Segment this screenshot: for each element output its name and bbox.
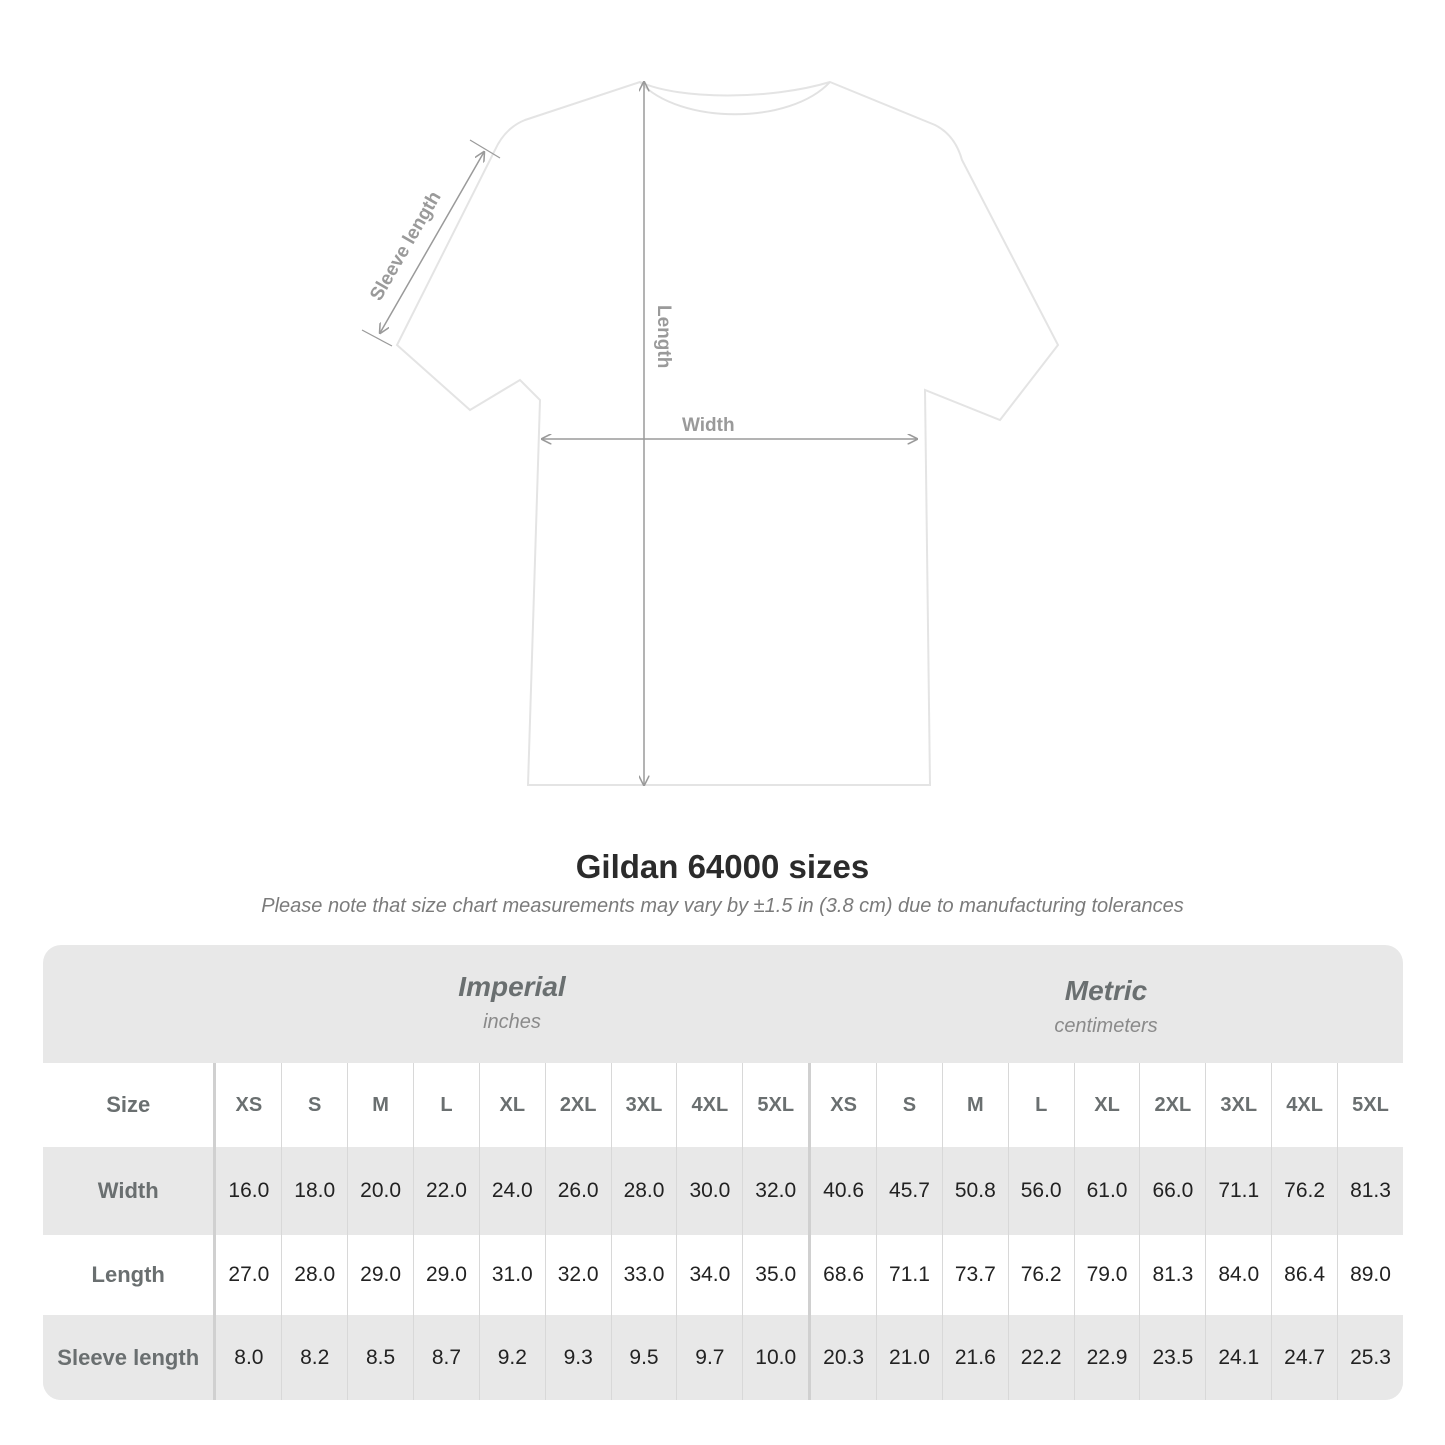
imperial-value-cell: 9.3 bbox=[544, 1315, 612, 1400]
metric-value-cell: 22.2 bbox=[1007, 1315, 1075, 1400]
metric-value-cell: 76.2 bbox=[1271, 1147, 1338, 1235]
imperial-size-4xl: 4XL bbox=[676, 1063, 743, 1147]
length-label: Length bbox=[653, 305, 674, 368]
imperial-value-cell: 20.0 bbox=[347, 1147, 414, 1235]
imperial-value-cell: 9.2 bbox=[478, 1315, 546, 1400]
imperial-value-cell: 8.5 bbox=[347, 1315, 414, 1400]
metric-value-cell: 21.0 bbox=[876, 1315, 943, 1400]
metric-value-cell: 76.2 bbox=[1007, 1235, 1075, 1315]
metric-value-cell: 86.4 bbox=[1271, 1235, 1338, 1315]
imperial-size-2xl: 2XL bbox=[544, 1063, 612, 1147]
row-label: Length bbox=[43, 1235, 217, 1315]
metric-size-l: L bbox=[1007, 1063, 1075, 1147]
imperial-value-cell: 9.7 bbox=[676, 1315, 743, 1400]
tshirt-image bbox=[395, 80, 1060, 786]
row-label: Sleeve length bbox=[43, 1315, 217, 1400]
metric-size-xs: XS bbox=[808, 1063, 877, 1147]
size-grid: Size XS S M L XL 2XL 3XL 4XL 5XL XS S M L XL 2XL 3XL 4XL 5… bbox=[43, 1063, 1403, 1400]
metric-header: Metric centimeters bbox=[809, 945, 1403, 1063]
metric-title: Metric bbox=[1064, 975, 1148, 1006]
metric-value-cell: 81.3 bbox=[1337, 1147, 1403, 1235]
metric-size-3xl: 3XL bbox=[1205, 1063, 1272, 1147]
metric-value-cell: 45.7 bbox=[876, 1147, 943, 1235]
imperial-value-cell: 10.0 bbox=[742, 1315, 810, 1400]
tshirt-diagram: Sleeve length Length Width bbox=[361, 80, 1060, 820]
imperial-value-cell: 8.0 bbox=[214, 1315, 282, 1400]
metric-value-cell: 40.6 bbox=[808, 1147, 877, 1235]
metric-size-5xl: 5XL bbox=[1337, 1063, 1403, 1147]
metric-value-cell: 73.7 bbox=[941, 1235, 1009, 1315]
metric-size-s: S bbox=[876, 1063, 943, 1147]
metric-value-cell: 25.3 bbox=[1337, 1315, 1403, 1400]
metric-size-xl: XL bbox=[1073, 1063, 1140, 1147]
metric-value-cell: 20.3 bbox=[808, 1315, 877, 1400]
metric-size-2xl: 2XL bbox=[1139, 1063, 1206, 1147]
imperial-unit: inches bbox=[483, 1011, 541, 1033]
tolerance-note: Please note that size chart measurements… bbox=[261, 895, 1184, 917]
imperial-value-cell: 35.0 bbox=[742, 1235, 810, 1315]
imperial-value-cell: 28.0 bbox=[281, 1235, 348, 1315]
sleeve-measure-line bbox=[380, 152, 484, 333]
metric-value-cell: 71.1 bbox=[876, 1235, 943, 1315]
imperial-value-cell: 29.0 bbox=[347, 1235, 414, 1315]
imperial-value-cell: 8.2 bbox=[281, 1315, 348, 1400]
metric-value-cell: 22.9 bbox=[1073, 1315, 1140, 1400]
size-table: Imperial inches Metric centimeters Size X… bbox=[43, 945, 1403, 1400]
imperial-value-cell: 31.0 bbox=[478, 1235, 546, 1315]
imperial-value-cell: 27.0 bbox=[214, 1235, 282, 1315]
imperial-size-m: M bbox=[347, 1063, 414, 1147]
metric-value-cell: 68.6 bbox=[808, 1235, 877, 1315]
imperial-size-3xl: 3XL bbox=[610, 1063, 677, 1147]
table-row: Sleeve length 8.0 8.2 8.5 8.7 9.2 9.3 9.5 9.7 10.… bbox=[43, 1315, 1403, 1400]
page-title: Gildan 64000 sizes bbox=[575, 848, 870, 885]
imperial-value-cell: 32.0 bbox=[742, 1147, 810, 1235]
metric-value-cell: 24.1 bbox=[1205, 1315, 1272, 1400]
imperial-value-cell: 8.7 bbox=[413, 1315, 480, 1400]
metric-value-cell: 89.0 bbox=[1337, 1235, 1403, 1315]
metric-value-cell: 66.0 bbox=[1139, 1147, 1206, 1235]
imperial-title: Imperial bbox=[458, 971, 566, 1002]
metric-size-4xl: 4XL bbox=[1271, 1063, 1338, 1147]
imperial-value-cell: 9.5 bbox=[610, 1315, 677, 1400]
row-label: Width bbox=[43, 1147, 217, 1235]
imperial-size-l: L bbox=[413, 1063, 480, 1147]
imperial-header: Imperial inches bbox=[215, 945, 809, 1063]
metric-unit: centimeters bbox=[1054, 1015, 1158, 1037]
imperial-value-cell: 22.0 bbox=[413, 1147, 480, 1235]
metric-value-cell: 71.1 bbox=[1205, 1147, 1272, 1235]
imperial-value-cell: 26.0 bbox=[544, 1147, 612, 1235]
metric-value-cell: 21.6 bbox=[941, 1315, 1009, 1400]
imperial-size-s: S bbox=[281, 1063, 348, 1147]
metric-value-cell: 50.8 bbox=[941, 1147, 1009, 1235]
imperial-value-cell: 16.0 bbox=[214, 1147, 282, 1235]
metric-value-cell: 84.0 bbox=[1205, 1235, 1272, 1315]
imperial-size-xl: XL bbox=[478, 1063, 546, 1147]
imperial-value-cell: 30.0 bbox=[676, 1147, 743, 1235]
imperial-value-cell: 34.0 bbox=[676, 1235, 743, 1315]
metric-size-m: M bbox=[941, 1063, 1009, 1147]
table-row: Length 27.0 28.0 29.0 29.0 31.0 32.0 33.0 34.0 35… bbox=[43, 1235, 1403, 1315]
metric-value-cell: 79.0 bbox=[1073, 1235, 1140, 1315]
imperial-size-5xl: 5XL bbox=[742, 1063, 810, 1147]
imperial-value-cell: 29.0 bbox=[413, 1235, 480, 1315]
imperial-value-cell: 33.0 bbox=[610, 1235, 677, 1315]
metric-value-cell: 81.3 bbox=[1139, 1235, 1206, 1315]
imperial-value-cell: 32.0 bbox=[544, 1235, 612, 1315]
table-row: Width 16.0 18.0 20.0 22.0 24.0 26.0 28.0 30.0 32.… bbox=[43, 1147, 1403, 1235]
imperial-value-cell: 28.0 bbox=[610, 1147, 677, 1235]
metric-value-cell: 24.7 bbox=[1271, 1315, 1338, 1400]
imperial-value-cell: 24.0 bbox=[478, 1147, 546, 1235]
imperial-value-cell: 18.0 bbox=[281, 1147, 348, 1235]
width-label: Width bbox=[682, 415, 735, 436]
metric-value-cell: 23.5 bbox=[1139, 1315, 1206, 1400]
size-column-header: Size bbox=[43, 1063, 217, 1147]
table-header-row: Size XS S M L XL 2XL 3XL 4XL 5XL XS S M L XL 2XL 3XL 4XL 5… bbox=[43, 1063, 1403, 1147]
imperial-size-xs: XS bbox=[214, 1063, 282, 1147]
metric-value-cell: 56.0 bbox=[1007, 1147, 1075, 1235]
metric-value-cell: 61.0 bbox=[1073, 1147, 1140, 1235]
